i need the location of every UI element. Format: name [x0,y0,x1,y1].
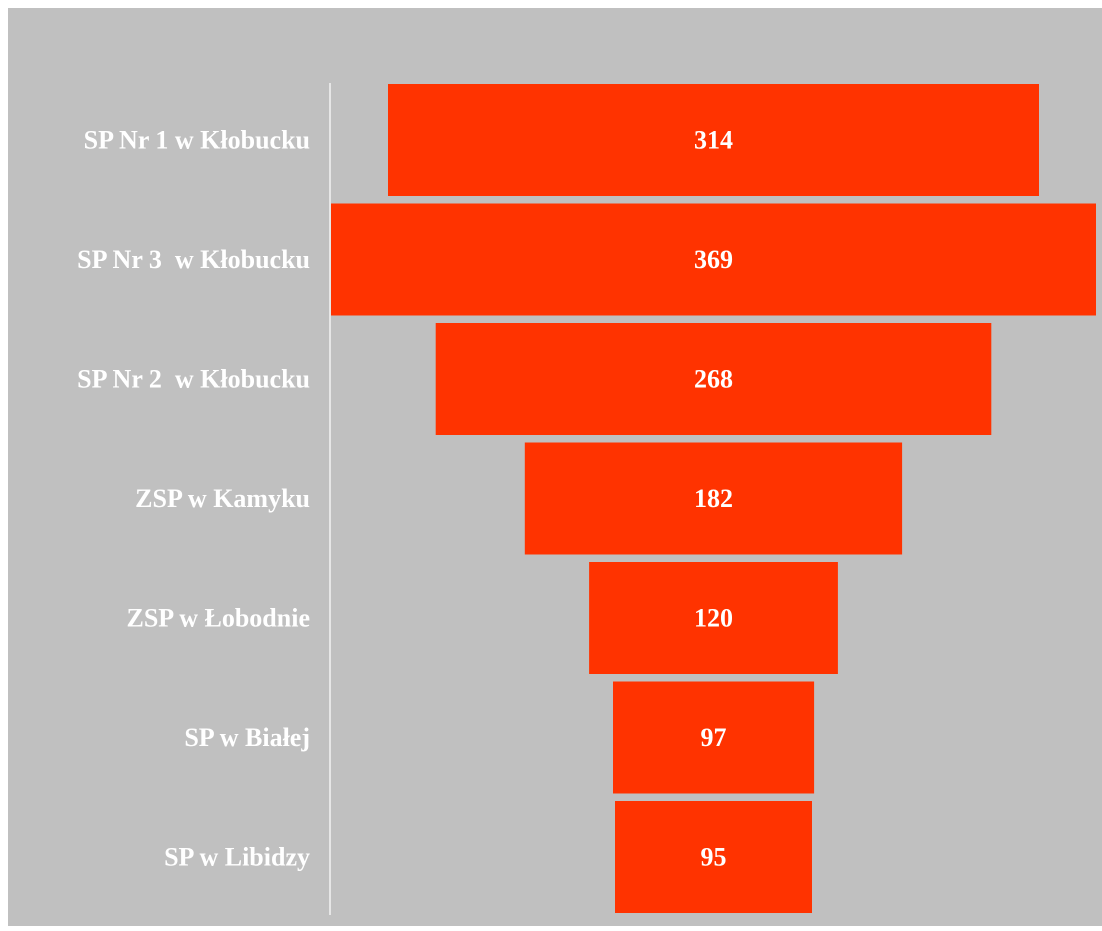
funnel-bar [524,442,903,555]
category-labels: SP Nr 1 w Kłobucku SP Nr 3 w Kłobucku SP N… [77,126,310,872]
data-label: 120 [694,604,733,633]
category-label: SP Nr 1 w Kłobucku [84,126,310,155]
funnel-bar [331,203,1096,316]
category-label: ZSP w Łobodnie [126,604,310,633]
category-label: ZSP w Kamyku [135,484,310,513]
data-label: 314 [694,126,733,155]
funnel-bar [615,801,812,913]
funnel-bar [388,84,1039,196]
funnel-bar [589,562,838,674]
data-label: 268 [694,365,733,394]
funnel-bar [613,681,815,794]
category-label: SP Nr 2 w Kłobucku [77,365,310,394]
data-label: 182 [694,484,733,513]
data-label: 369 [694,245,733,274]
category-label: SP w Libidzy [164,843,310,872]
data-label: 97 [701,723,727,752]
data-label: 95 [701,843,727,872]
bars [331,84,1096,913]
funnel-bar [435,323,992,435]
category-label: SP w Białej [184,723,310,752]
category-label: SP Nr 3 w Kłobucku [77,245,310,274]
value-labels: 314 369 268 182 120 97 95 [694,126,733,872]
